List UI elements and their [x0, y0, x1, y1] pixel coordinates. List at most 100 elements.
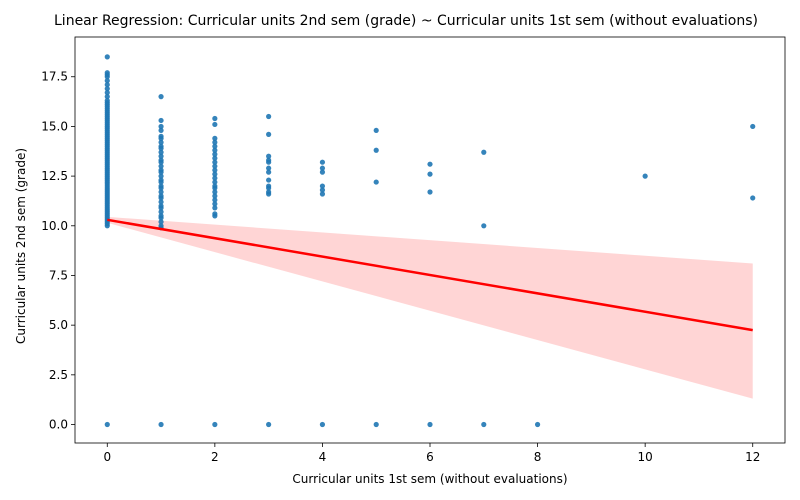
scatter-point — [212, 197, 218, 203]
y-tick-label: 7.5 — [49, 268, 68, 282]
scatter-point — [266, 165, 272, 171]
scatter-point — [266, 157, 272, 163]
scatter-point — [104, 97, 110, 104]
scatter-point — [212, 159, 218, 165]
scatter-point — [266, 113, 272, 120]
scatter-point — [158, 153, 164, 159]
scatter-point — [319, 169, 326, 175]
scatter-point — [427, 161, 433, 167]
y-tick-label: 2.5 — [49, 368, 68, 382]
scatter-point — [212, 139, 218, 145]
scatter-point — [427, 421, 433, 428]
regression-line-layer — [107, 218, 753, 332]
scatter-point — [427, 189, 433, 195]
scatter-point — [158, 149, 164, 155]
y-tick-label: 12.5 — [41, 169, 68, 183]
scatter-point — [481, 149, 487, 155]
scatter-point — [158, 133, 164, 139]
scatter-point — [319, 191, 326, 197]
scatter-point — [534, 421, 541, 428]
scatter-point — [212, 421, 218, 428]
scatter-point — [104, 86, 110, 92]
scatter-point — [212, 115, 218, 122]
scatter-point — [158, 421, 164, 428]
scatter-point — [158, 213, 164, 219]
x-tick-label: 12 — [745, 450, 760, 464]
scatter-point — [266, 189, 272, 195]
scatter-point — [158, 173, 164, 179]
scatter-point — [266, 169, 272, 175]
scatter-point — [212, 171, 218, 177]
scatter-point — [158, 219, 164, 225]
scatter-point — [373, 179, 379, 185]
scatter-point — [158, 117, 164, 124]
scatter-point — [104, 54, 110, 60]
scatter-point — [642, 173, 648, 179]
scatter-point — [158, 167, 164, 173]
scatter-point — [481, 223, 487, 229]
scatter-point — [212, 183, 218, 189]
x-tick-label: 0 — [103, 450, 111, 464]
scatter-point — [212, 163, 218, 169]
scatter-point — [158, 127, 164, 134]
x-tick-label: 10 — [638, 450, 653, 464]
y-tick-label: 0.0 — [49, 418, 68, 432]
scatter-point — [212, 121, 218, 128]
scatter-point — [373, 421, 379, 428]
scatter-point — [158, 157, 164, 163]
scatter-point — [158, 183, 164, 189]
scatter-point — [212, 135, 218, 141]
scatter-point — [158, 193, 164, 199]
chart-title: Linear Regression: Curricular units 2nd … — [54, 13, 758, 29]
scatter-point — [158, 203, 164, 209]
scatter-point — [158, 223, 164, 229]
x-axis-label: Curricular units 1st sem (without evalua… — [292, 472, 567, 486]
scatter-point — [212, 201, 218, 207]
scatter-point — [481, 421, 487, 428]
scatter-point — [104, 78, 110, 84]
scatter-point — [212, 167, 218, 173]
scatter-point — [158, 123, 164, 130]
scatter-point — [158, 199, 164, 205]
scatter-point — [427, 171, 433, 177]
x-tick-label: 4 — [319, 450, 327, 464]
scatter-point — [158, 139, 164, 145]
scatter-point — [104, 421, 110, 428]
y-axis-label: Curricular units 2nd sem (grade) — [14, 148, 28, 344]
scatter-point — [212, 179, 218, 185]
scatter-point — [104, 82, 110, 88]
scatter-point — [158, 143, 164, 149]
scatter-point — [266, 421, 272, 428]
scatter-point — [104, 70, 110, 76]
scatter-point — [319, 183, 326, 189]
scatter-point — [158, 209, 164, 215]
y-tick-label: 17.5 — [41, 70, 68, 84]
scatter-point — [104, 94, 110, 100]
y-tick-label: 15.0 — [41, 119, 68, 133]
scatter-point — [266, 153, 272, 159]
scatter-point — [319, 159, 326, 165]
scatter-point — [750, 195, 756, 201]
y-tick-label: 5.0 — [49, 318, 68, 332]
scatter-point — [212, 175, 218, 181]
scatter-point — [212, 155, 218, 161]
scatter-point — [158, 189, 164, 195]
scatter-point — [212, 193, 218, 199]
x-tick-label: 6 — [426, 450, 434, 464]
scatter-point — [212, 211, 218, 217]
scatter-point — [373, 127, 379, 134]
scatter-point — [212, 151, 218, 157]
scatter-point — [266, 177, 272, 183]
confidence-band-layer — [107, 216, 753, 399]
scatter-point — [212, 189, 218, 195]
scatter-point — [266, 183, 272, 189]
scatter-point — [212, 143, 218, 149]
confidence-band — [107, 216, 753, 399]
scatter-point — [104, 90, 110, 96]
regression-line — [107, 218, 753, 332]
scatter-point — [212, 147, 218, 153]
scatter-point — [158, 177, 164, 183]
axes-layer: 0 2 4 6 8 10 12 0.0 2.5 5.0 7.5 10.0 12.5 15.0 17.5 — [41, 36, 786, 464]
scatter-point — [158, 94, 164, 100]
